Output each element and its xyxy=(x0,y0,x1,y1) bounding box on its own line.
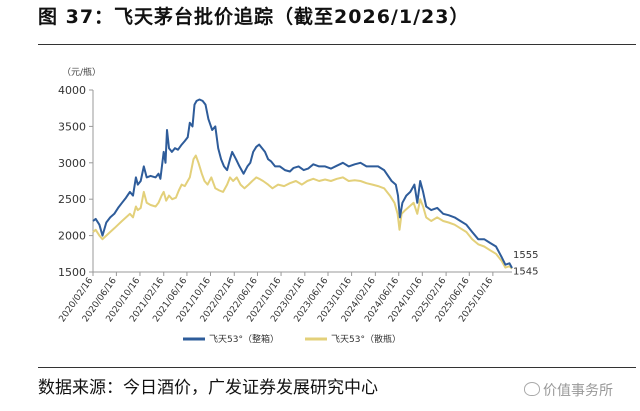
end-value-label: 1555 xyxy=(513,250,538,261)
y-tick-label: 3000 xyxy=(58,157,86,170)
end-labels: 1555 1545 xyxy=(513,250,538,278)
y-ticks: 1500 2000 2500 3000 3500 4000 xyxy=(58,84,93,279)
series-line-1 xyxy=(92,98,513,269)
watermark: 价值事务所 xyxy=(524,380,613,400)
series-layer xyxy=(92,98,513,270)
y-tick-label: 2000 xyxy=(58,230,86,243)
figure-title: 图 37：飞天茅台批价追踪（截至2026/1/23） xyxy=(38,6,470,28)
chart: （元/瓶） 1500 2000 2500 3000 3500 4000 2020/02/1… xyxy=(58,66,539,345)
series-line-2 xyxy=(92,154,513,270)
x-ticks: 2020/02/162020/06/162020/10/162021/02/16… xyxy=(58,272,495,324)
source-note: 数据来源：今日酒价，广发证券发展研究中心 xyxy=(38,378,378,398)
legend-label: 飞天53°（散瓶） xyxy=(331,333,401,345)
legend: 飞天53°（整箱） 飞天53°（散瓶） xyxy=(183,333,401,345)
weibo-icon xyxy=(524,382,540,396)
watermark-text: 价值事务所 xyxy=(543,383,613,399)
title-rule xyxy=(38,44,636,45)
y-tick-label: 4000 xyxy=(58,84,86,97)
y-unit-label: （元/瓶） xyxy=(62,66,101,78)
legend-label: 飞天53°（整箱） xyxy=(209,333,279,345)
y-tick-label: 3500 xyxy=(58,120,86,133)
end-value-label: 1545 xyxy=(513,267,538,278)
source-rule xyxy=(38,367,636,368)
y-tick-label: 1500 xyxy=(58,266,86,279)
y-tick-label: 2500 xyxy=(58,193,86,206)
